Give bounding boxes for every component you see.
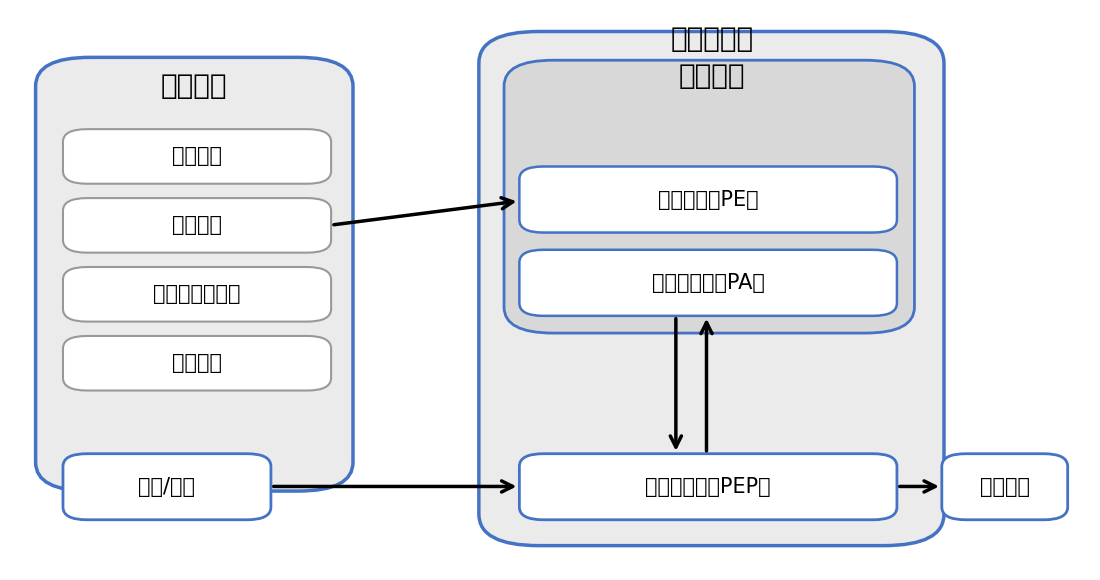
Text: 企业资源: 企业资源 xyxy=(980,477,1030,496)
Text: 策略执行点（PEP）: 策略执行点（PEP） xyxy=(646,477,771,496)
Text: 主体/资产: 主体/资产 xyxy=(139,477,196,496)
FancyBboxPatch shape xyxy=(519,166,896,233)
Text: 策略管理器（PA）: 策略管理器（PA） xyxy=(651,273,764,293)
Text: 端点安全: 端点安全 xyxy=(172,215,222,235)
FancyBboxPatch shape xyxy=(63,336,331,390)
FancyBboxPatch shape xyxy=(63,198,331,253)
FancyBboxPatch shape xyxy=(63,454,271,520)
FancyBboxPatch shape xyxy=(478,31,944,546)
FancyBboxPatch shape xyxy=(35,57,353,491)
FancyBboxPatch shape xyxy=(504,60,914,333)
Text: 数据安全: 数据安全 xyxy=(172,146,222,166)
Text: 功能组件: 功能组件 xyxy=(161,72,228,100)
Text: 策略引擎（PE）: 策略引擎（PE） xyxy=(658,190,759,209)
FancyBboxPatch shape xyxy=(519,454,896,520)
FancyBboxPatch shape xyxy=(519,250,896,316)
FancyBboxPatch shape xyxy=(63,267,331,321)
FancyBboxPatch shape xyxy=(942,454,1068,520)
Text: 安全分析: 安全分析 xyxy=(172,353,222,374)
Text: 零信任架构
核心组件: 零信任架构 核心组件 xyxy=(670,25,754,90)
FancyBboxPatch shape xyxy=(63,129,331,184)
Text: 身份与访问管理: 身份与访问管理 xyxy=(153,284,241,304)
